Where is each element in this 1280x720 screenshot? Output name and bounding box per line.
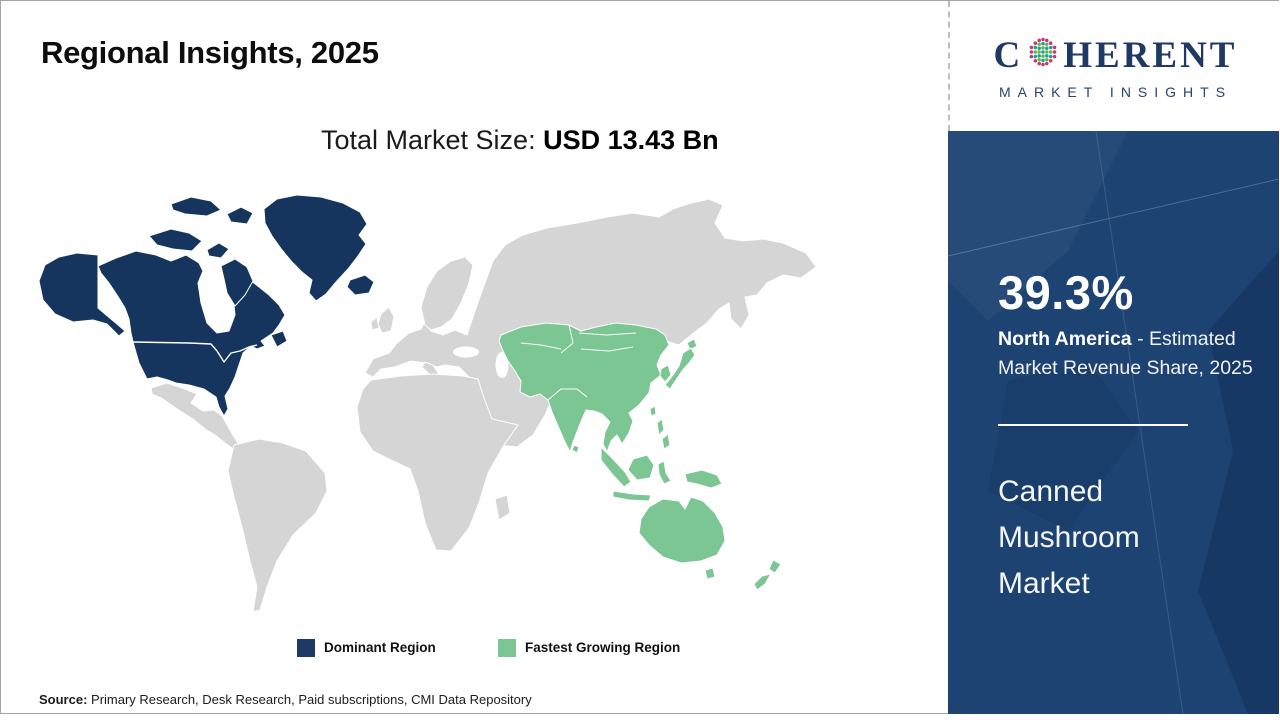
source-label: Source: [39, 692, 88, 707]
map-india-china-border [547, 388, 588, 401]
map-mongolia-border [580, 346, 634, 352]
map-arctic-island [206, 242, 230, 259]
stat-region: North America [998, 328, 1132, 350]
map-arctic-island [170, 196, 222, 217]
map-tasmania [704, 567, 716, 580]
map-iceland [346, 274, 375, 296]
map-sulawesi [657, 460, 672, 485]
stat-rest: - Estimated Market Revenue Share, 2025 [998, 328, 1253, 379]
total-market-size-value: USD 13.43 Bn [543, 125, 719, 155]
world-map-svg [38, 194, 817, 613]
map-arctic-island [148, 228, 203, 252]
map-philippines [661, 433, 671, 450]
map-newfoundland [270, 330, 288, 348]
map-taiwan [649, 405, 657, 417]
map-arctic-island [226, 206, 254, 225]
brand-logo-c: C [993, 34, 1024, 76]
map-usa-canada-border [132, 341, 258, 363]
map-uk [377, 306, 395, 334]
sidebar-divider [998, 424, 1188, 426]
dominant-region-label: Dominant Region [324, 640, 436, 655]
legend-item-dominant: Dominant Region [297, 638, 436, 657]
dominant-region-swatch [297, 638, 315, 657]
map-sri-lanka [571, 444, 580, 454]
fastest-growing-region-swatch [498, 638, 516, 657]
market-name: Canned Mushroom Market [998, 475, 1140, 600]
brand-logo: C HERENT [994, 33, 1238, 78]
map-ireland [370, 316, 380, 331]
map-madagascar [494, 494, 511, 521]
map-mongolia-border [578, 332, 637, 336]
fastest-growing-region-label: Fastest Growing Region [525, 640, 681, 655]
world-map [21, 183, 881, 638]
map-africa [356, 373, 519, 552]
stat-description: North America - Estimated Market Revenue… [998, 325, 1266, 383]
brand-logo-box: C HERENT MARKET INSIGHTS [948, 1, 1280, 131]
total-market-size: Total Market Size: USD 13.43 Bn [321, 125, 719, 156]
map-baffin-island [220, 258, 254, 307]
map-korea [659, 364, 672, 383]
brand-logo-herent: HERENT [1063, 34, 1238, 76]
map-south-america [227, 438, 328, 613]
map-borneo [627, 454, 655, 481]
map-new-zealand [753, 573, 772, 591]
map-new-zealand [768, 559, 782, 574]
map-hokkaido [686, 338, 698, 351]
map-philippines [656, 418, 665, 436]
map-java [612, 490, 652, 502]
map-indochina-border [585, 409, 593, 424]
legend-item-fastest-growing: Fastest Growing Region [498, 638, 680, 657]
map-black-sea [453, 346, 479, 358]
map-alaska [38, 252, 126, 337]
map-asia-mainland [498, 322, 670, 453]
map-scandinavia [420, 256, 474, 331]
dotted-globe-o-icon [1024, 33, 1062, 78]
sidebar-panel: 39.3% North America - Estimated Market R… [948, 131, 1279, 714]
brand-tagline: MARKET INSIGHTS [998, 83, 1233, 100]
map-central-asia-borders [520, 342, 562, 350]
map-greenland [263, 194, 368, 302]
source-line: Source: Primary Research, Desk Research,… [39, 692, 532, 707]
map-caspian-sea [495, 352, 509, 378]
map-central-asia-borders [560, 324, 574, 354]
map-sumatra [600, 446, 632, 488]
map-new-guinea [684, 469, 723, 489]
page-title: Regional Insights, 2025 [41, 35, 379, 70]
stat-value: 39.3% [998, 266, 1134, 319]
map-mexico-central-america [150, 382, 243, 452]
sidebar-map-texture [948, 131, 1279, 714]
map-japan [664, 347, 696, 390]
source-text: Primary Research, Desk Research, Paid su… [87, 692, 532, 707]
total-market-size-label: Total Market Size: [321, 125, 544, 155]
map-australia [638, 496, 726, 564]
